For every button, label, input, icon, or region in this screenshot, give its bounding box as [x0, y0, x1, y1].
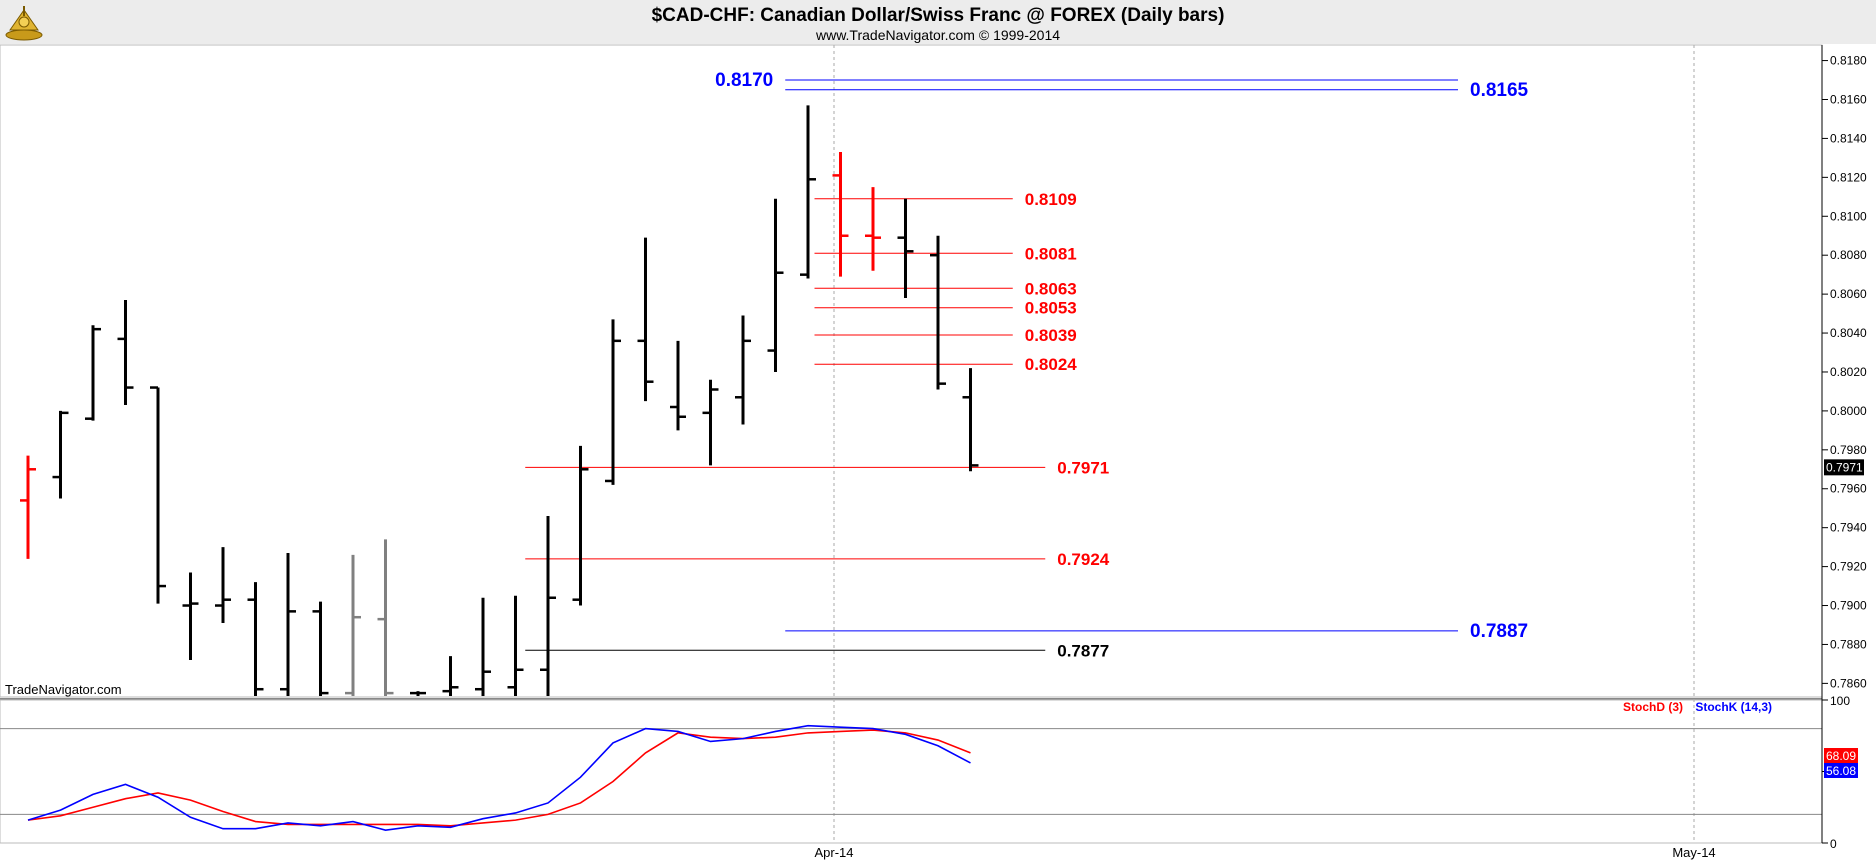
ohlc-bar [962, 368, 979, 472]
y-tick-label: 0.8160 [1830, 92, 1867, 106]
ohlc-bar [540, 515, 556, 696]
watermark-text: TradeNavigator.com [5, 682, 122, 697]
ohlc-bar [767, 198, 784, 372]
ohlc-bar [735, 315, 751, 425]
price-level-label: 0.8053 [1025, 299, 1077, 318]
y-tick-label: 0.8060 [1830, 287, 1867, 301]
trade-navigator-logo-icon [5, 6, 43, 41]
price-level-label: 0.8039 [1025, 326, 1077, 345]
ohlc-bar [182, 572, 199, 661]
y-tick-label: 0.8000 [1830, 404, 1867, 418]
y-tick-label: 0.8080 [1830, 248, 1867, 262]
ohlc-bar [930, 235, 946, 390]
y-tick-label: 0.7860 [1830, 676, 1867, 690]
ohlc-bar [475, 597, 491, 696]
stoch-last-value-label: 68.09 [1826, 749, 1856, 763]
stoch-last-value-box [1824, 748, 1858, 763]
ohlc-bar [20, 455, 36, 559]
ohlc-bar [865, 187, 881, 271]
ohlc-bar [800, 105, 816, 279]
ohlc-bar [507, 595, 524, 696]
y-tick-label: 0.7940 [1830, 521, 1867, 535]
ohlc-bar [605, 319, 621, 485]
stoch-series-line [27, 729, 971, 827]
price-level-label: 0.7971 [1057, 458, 1109, 477]
chart-title: $CAD-CHF: Canadian Dollar/Swiss Franc @ … [652, 5, 1225, 26]
ohlc-bar [897, 198, 914, 299]
price-level-label: 0.7887 [1470, 621, 1528, 642]
y-tick-label: 0.8100 [1830, 209, 1867, 223]
ohlc-bar [670, 340, 686, 431]
ohlc-bar [377, 539, 394, 696]
y-tick-label: 0.7900 [1830, 599, 1867, 613]
stoch-series-line [27, 724, 971, 831]
y-tick-label: 0.8040 [1830, 326, 1867, 340]
ohlc-bar [117, 299, 134, 406]
stoch-tick-label: 100 [1830, 694, 1850, 708]
y-tick-label: 0.7880 [1830, 637, 1867, 651]
stoch-legend-k: StochK (14,3) [1695, 700, 1772, 714]
y-tick-label: 0.7960 [1830, 482, 1867, 496]
stoch-last-value-box [1824, 763, 1858, 778]
stoch-legend-d: StochD (3) [1623, 700, 1683, 714]
price-level-label: 0.7877 [1057, 641, 1109, 660]
price-level-label: 0.8063 [1025, 279, 1077, 298]
y-tick-label: 0.8180 [1830, 54, 1867, 68]
ohlc-bar [572, 445, 589, 606]
y-tick-label: 0.7920 [1830, 560, 1867, 574]
ohlc-bar [702, 379, 719, 466]
price-level-label: 0.8109 [1025, 190, 1077, 209]
ohlc-bar [215, 547, 231, 624]
ohlc-bar [832, 152, 849, 277]
x-tick-label: May-14 [1672, 845, 1715, 860]
last-price-label: 0.7971 [1826, 460, 1863, 474]
ohlc-bar [312, 601, 329, 696]
ohlc-bar [52, 410, 69, 499]
price-panel-frame [0, 44, 1823, 698]
ohlc-bar [345, 554, 361, 696]
price-level-label: 0.7924 [1057, 550, 1110, 569]
chart-subtitle: www.TradeNavigator.com © 1999-2014 [815, 27, 1060, 43]
ohlc-bar [85, 325, 101, 421]
price-level-label: 0.8081 [1025, 244, 1077, 263]
ohlc-bar [247, 582, 264, 696]
price-level-label: 0.8024 [1025, 355, 1078, 374]
y-tick-label: 0.7980 [1830, 443, 1867, 457]
stoch-tick-label: 0 [1830, 837, 1837, 851]
ohlc-bar [442, 656, 459, 696]
last-price-box [1824, 459, 1864, 476]
y-tick-label: 0.8140 [1830, 131, 1867, 145]
x-tick-label: Apr-14 [814, 845, 853, 860]
ohlc-bar [280, 552, 296, 696]
header-background [0, 0, 1876, 44]
ohlc-bar [410, 691, 426, 696]
ohlc-bar [637, 237, 654, 402]
ohlc-bar [150, 386, 166, 604]
price-level-label: 0.8165 [1470, 80, 1529, 101]
y-tick-label: 0.8020 [1830, 365, 1867, 379]
price-level-label: 0.8170 [715, 70, 773, 91]
y-tick-label: 0.8120 [1830, 170, 1867, 184]
stoch-panel-frame [0, 699, 1823, 844]
stoch-last-value-label: 56.08 [1826, 764, 1856, 778]
